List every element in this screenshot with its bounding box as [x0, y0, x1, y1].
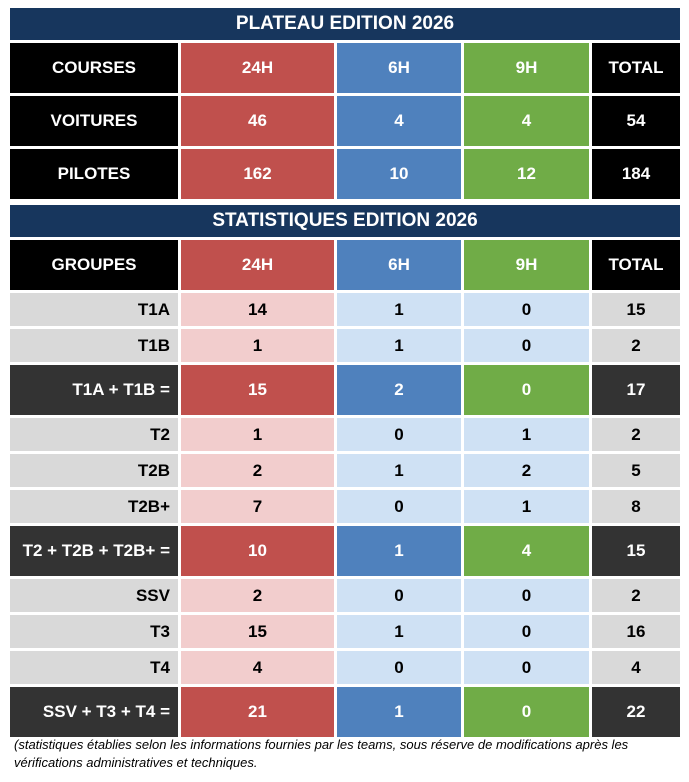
value-9h: 4 — [464, 526, 589, 576]
value-6h: 0 — [337, 651, 461, 684]
stats-subtotal-row: SSV + T3 + T4 = 21 1 0 22 — [10, 687, 680, 737]
value-6h: 4 — [337, 96, 461, 146]
value-total: 15 — [592, 293, 680, 326]
stats-row: T1A 14 1 0 15 — [10, 293, 680, 326]
value-total: 16 — [592, 615, 680, 648]
header-9h: 9H — [464, 240, 589, 290]
plateau-row-pilotes: PILOTES 162 10 12 184 — [10, 149, 680, 199]
stats-subtotal-row: T1A + T1B = 15 2 0 17 — [10, 365, 680, 415]
plateau-header-row: COURSES 24H 6H 9H TOTAL — [10, 43, 680, 93]
value-24h: 2 — [181, 454, 334, 487]
group-label: T4 — [10, 651, 178, 684]
value-6h: 1 — [337, 293, 461, 326]
group-label: SSV — [10, 579, 178, 612]
value-24h: 7 — [181, 490, 334, 523]
header-24h: 24H — [181, 240, 334, 290]
value-total: 184 — [592, 149, 680, 199]
value-24h: 15 — [181, 615, 334, 648]
value-total: 17 — [592, 365, 680, 415]
value-6h: 1 — [337, 526, 461, 576]
value-6h: 1 — [337, 687, 461, 737]
value-total: 8 — [592, 490, 680, 523]
value-total: 2 — [592, 579, 680, 612]
stats-title: STATISTIQUES EDITION 2026 — [10, 205, 680, 237]
plateau-row-voitures: VOITURES 46 4 4 54 — [10, 96, 680, 146]
stats-row: T2 1 0 1 2 — [10, 418, 680, 451]
row-label: VOITURES — [10, 96, 178, 146]
value-total: 4 — [592, 651, 680, 684]
plateau-title: PLATEAU EDITION 2026 — [10, 8, 680, 40]
value-9h: 12 — [464, 149, 589, 199]
value-9h: 4 — [464, 96, 589, 146]
value-24h: 10 — [181, 526, 334, 576]
tables-container: PLATEAU EDITION 2026 COURSES 24H 6H 9H T… — [10, 8, 680, 737]
value-9h: 0 — [464, 293, 589, 326]
value-total: 22 — [592, 687, 680, 737]
group-label: T2B+ — [10, 490, 178, 523]
value-6h: 2 — [337, 365, 461, 415]
value-9h: 1 — [464, 490, 589, 523]
group-label: T1A + T1B = — [10, 365, 178, 415]
stats-subtotal-row: T2 + T2B + T2B+ = 10 1 4 15 — [10, 526, 680, 576]
value-6h: 1 — [337, 615, 461, 648]
value-9h: 0 — [464, 365, 589, 415]
value-total: 15 — [592, 526, 680, 576]
value-6h: 0 — [337, 490, 461, 523]
stats-row: T3 15 1 0 16 — [10, 615, 680, 648]
value-total: 2 — [592, 418, 680, 451]
stats-row: SSV 2 0 0 2 — [10, 579, 680, 612]
value-9h: 0 — [464, 687, 589, 737]
value-6h: 10 — [337, 149, 461, 199]
value-9h: 0 — [464, 329, 589, 362]
header-groupes: GROUPES — [10, 240, 178, 290]
value-total: 54 — [592, 96, 680, 146]
header-total: TOTAL — [592, 240, 680, 290]
value-24h: 46 — [181, 96, 334, 146]
value-6h: 1 — [337, 454, 461, 487]
group-label: T1A — [10, 293, 178, 326]
value-24h: 4 — [181, 651, 334, 684]
value-total: 2 — [592, 329, 680, 362]
stats-body: T1A 14 1 0 15 T1B 1 1 0 2 T1A + T1B = 15 2 0 17 T2 1 0 1 2 T… — [10, 293, 680, 737]
stats-row: T1B 1 1 0 2 — [10, 329, 680, 362]
value-24h: 1 — [181, 329, 334, 362]
value-9h: 1 — [464, 418, 589, 451]
row-label: PILOTES — [10, 149, 178, 199]
value-9h: 2 — [464, 454, 589, 487]
header-24h: 24H — [181, 43, 334, 93]
group-label: T2B — [10, 454, 178, 487]
header-courses: COURSES — [10, 43, 178, 93]
value-9h: 0 — [464, 579, 589, 612]
value-9h: 0 — [464, 615, 589, 648]
header-total: TOTAL — [592, 43, 680, 93]
stats-row: T4 4 0 0 4 — [10, 651, 680, 684]
value-6h: 0 — [337, 418, 461, 451]
value-24h: 162 — [181, 149, 334, 199]
header-6h: 6H — [337, 43, 461, 93]
group-label: T2 + T2B + T2B+ = — [10, 526, 178, 576]
group-label: T1B — [10, 329, 178, 362]
value-6h: 0 — [337, 579, 461, 612]
value-24h: 14 — [181, 293, 334, 326]
header-9h: 9H — [464, 43, 589, 93]
value-24h: 15 — [181, 365, 334, 415]
stats-row: T2B 2 1 2 5 — [10, 454, 680, 487]
stats-row: T2B+ 7 0 1 8 — [10, 490, 680, 523]
value-24h: 1 — [181, 418, 334, 451]
value-24h: 2 — [181, 579, 334, 612]
group-label: T3 — [10, 615, 178, 648]
value-9h: 0 — [464, 651, 589, 684]
value-total: 5 — [592, 454, 680, 487]
value-6h: 1 — [337, 329, 461, 362]
group-label: T2 — [10, 418, 178, 451]
group-label: SSV + T3 + T4 = — [10, 687, 178, 737]
footnote: (statistiques établies selon les informa… — [14, 737, 629, 770]
header-6h: 6H — [337, 240, 461, 290]
stats-header-row: GROUPES 24H 6H 9H TOTAL — [10, 240, 680, 290]
value-24h: 21 — [181, 687, 334, 737]
